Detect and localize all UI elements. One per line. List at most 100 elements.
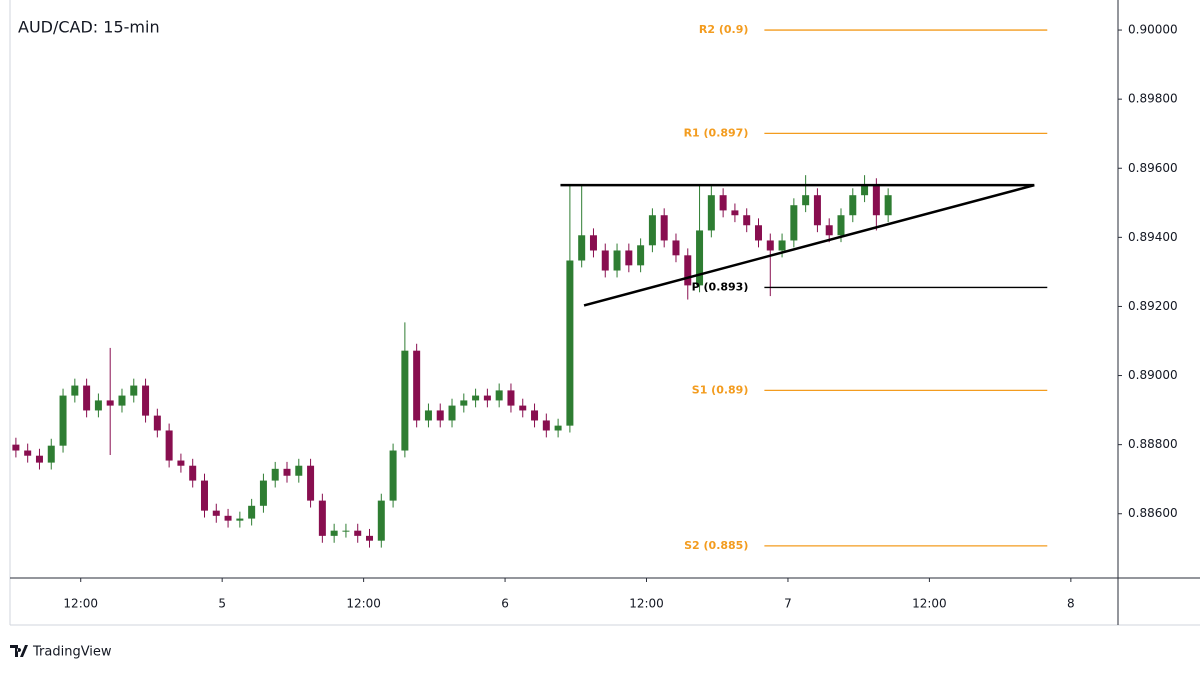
candle-body	[472, 395, 480, 401]
x-tick-label: 12:00	[63, 597, 98, 611]
x-tick-label: 7	[784, 597, 792, 611]
logo-icon	[10, 645, 28, 657]
chart-title: AUD/CAD: 15-min	[18, 18, 160, 37]
candle-body	[389, 450, 397, 501]
candle-body	[153, 415, 161, 431]
candle-body	[754, 225, 762, 241]
candle-body	[696, 230, 704, 286]
pivot-label: R2 (0.9)	[699, 23, 749, 36]
candle-body	[766, 240, 774, 251]
candle-body	[24, 450, 32, 456]
pivot-label: R1 (0.897)	[684, 126, 749, 139]
candle-body	[778, 240, 786, 251]
candle-body	[625, 250, 633, 266]
y-tick-label: 0.88600	[1128, 506, 1178, 520]
pivot-label: S2 (0.885)	[684, 539, 748, 552]
candle-body	[283, 468, 291, 476]
candle-body	[554, 425, 562, 431]
candle-body	[59, 395, 67, 446]
candle-body	[884, 195, 892, 216]
candle-body	[872, 185, 880, 216]
y-tick-label: 0.89200	[1128, 299, 1178, 313]
candle-body	[200, 480, 208, 511]
x-tick-label: 5	[218, 597, 226, 611]
candle-body	[177, 460, 185, 466]
candle-body	[307, 465, 315, 501]
candle-body	[707, 195, 715, 231]
candle-body	[366, 535, 374, 541]
candle-body	[495, 390, 503, 401]
candle-body	[377, 500, 385, 541]
candle-body	[825, 225, 833, 236]
candle-body	[637, 245, 645, 266]
candle-body	[531, 410, 539, 421]
candle-body	[295, 465, 303, 476]
x-tick-label: 8	[1067, 597, 1075, 611]
y-tick-label: 0.89800	[1128, 92, 1178, 106]
candle-body	[83, 385, 91, 411]
y-tick-label: 0.90000	[1128, 23, 1178, 37]
candle-body	[318, 500, 326, 536]
candle-body	[259, 480, 267, 506]
pivot-label: S1 (0.89)	[692, 383, 749, 396]
candle-body	[861, 185, 869, 196]
candle-body	[566, 260, 574, 426]
candle-body	[601, 250, 609, 271]
candle-body	[130, 385, 138, 396]
y-tick-label: 0.88800	[1128, 437, 1178, 451]
candle-body	[212, 510, 220, 516]
candle-body	[684, 255, 692, 286]
candle-body	[189, 465, 197, 481]
candle-body	[330, 530, 338, 536]
trendline	[583, 183, 1035, 307]
candle-body	[118, 395, 126, 406]
candle-body	[542, 420, 550, 431]
candle-body	[613, 250, 621, 271]
candle-body	[448, 405, 456, 421]
y-tick-label: 0.89400	[1128, 230, 1178, 244]
candle-body	[589, 235, 597, 251]
candle-body	[672, 240, 680, 256]
candle-body	[813, 195, 821, 226]
candle-body	[648, 215, 656, 246]
candle-body	[47, 445, 55, 463]
candle-body	[743, 215, 751, 226]
candle-body	[849, 195, 857, 216]
candle-body	[790, 205, 798, 241]
x-tick-label: 12:00	[912, 597, 947, 611]
candle-body	[106, 400, 114, 406]
pivot-label: P (0.893)	[692, 280, 749, 293]
candle-body	[436, 410, 444, 421]
logo: TradingView	[10, 645, 112, 660]
candle-body	[578, 235, 586, 261]
candle-body	[12, 444, 20, 451]
candle-body	[94, 400, 102, 411]
candle-body	[507, 390, 515, 406]
candle-body	[519, 405, 527, 411]
x-tick-label: 6	[501, 597, 509, 611]
candle-body	[354, 530, 362, 536]
candle-body	[460, 400, 468, 406]
candle-body	[802, 195, 810, 206]
candle-body	[236, 518, 244, 521]
candle-body	[424, 410, 432, 421]
candle-body	[35, 455, 43, 463]
candle-body	[271, 468, 279, 481]
watermark: TradingView	[32, 645, 112, 660]
candle-body	[660, 215, 668, 241]
candle-body	[719, 195, 727, 211]
candle-body	[71, 385, 79, 396]
candle-body	[342, 530, 350, 532]
candle-body	[401, 350, 409, 451]
candle-body	[483, 395, 491, 401]
candle-body	[142, 385, 150, 416]
candle-body	[731, 210, 739, 216]
candle-body	[224, 515, 232, 521]
x-tick-label: 12:00	[629, 597, 664, 611]
y-tick-label: 0.89000	[1128, 368, 1178, 382]
y-tick-label: 0.89600	[1128, 161, 1178, 175]
x-tick-label: 12:00	[346, 597, 381, 611]
